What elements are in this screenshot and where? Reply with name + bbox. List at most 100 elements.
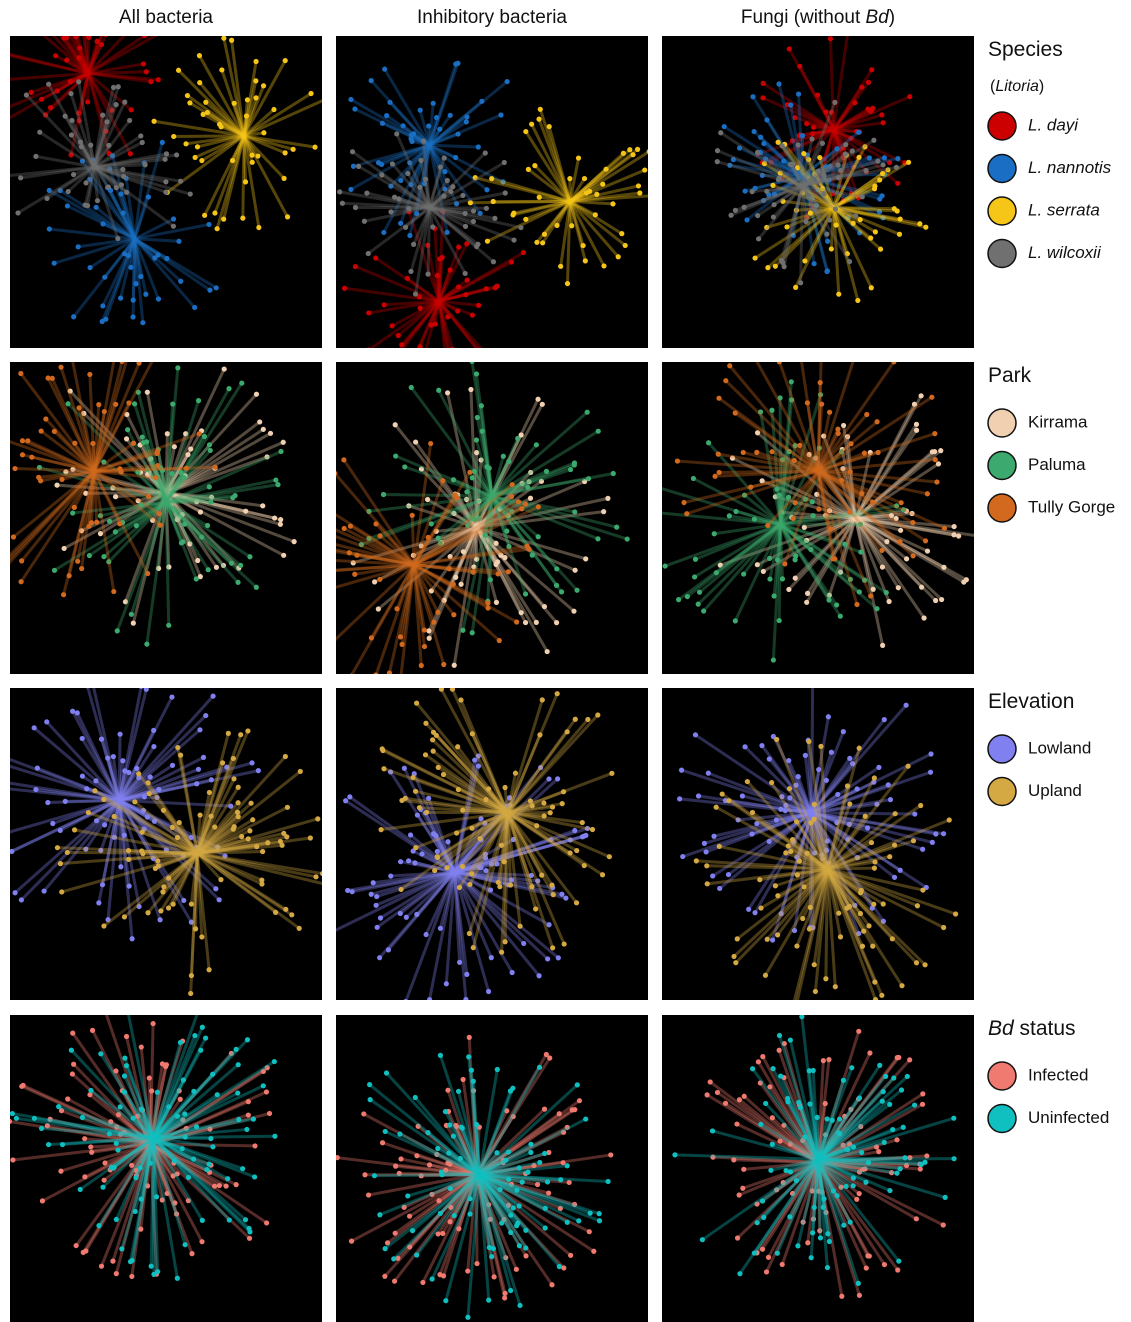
node [845, 836, 851, 842]
edge [569, 192, 598, 203]
node [603, 166, 609, 172]
node [862, 813, 868, 819]
node [57, 187, 63, 194]
node [456, 1226, 462, 1232]
node [509, 482, 515, 488]
node [819, 186, 826, 192]
edge [92, 362, 124, 472]
node [260, 426, 266, 432]
edge [92, 86, 120, 168]
node [880, 162, 886, 168]
node [566, 1179, 572, 1186]
edge [153, 1125, 197, 1140]
edge [195, 853, 211, 970]
node [174, 1113, 181, 1119]
node [828, 109, 835, 115]
edge [19, 372, 96, 473]
edge [147, 473, 168, 495]
edge [507, 804, 533, 815]
edge [378, 143, 431, 165]
node [71, 1061, 77, 1067]
node [31, 725, 37, 731]
edge [132, 1117, 155, 1139]
node [832, 556, 838, 562]
edge [696, 859, 828, 871]
edge [801, 175, 850, 219]
node [534, 239, 540, 245]
edge [475, 525, 576, 572]
node [909, 510, 915, 517]
edge [491, 472, 614, 498]
node [439, 254, 445, 261]
edge [186, 94, 245, 138]
node [429, 1276, 435, 1282]
node [754, 562, 760, 568]
edge [123, 1075, 155, 1139]
node [208, 494, 215, 500]
node [389, 323, 395, 329]
node [462, 210, 468, 217]
edge [42, 36, 89, 75]
edge [507, 811, 610, 859]
node [407, 160, 413, 166]
node [128, 264, 134, 270]
edge [350, 98, 431, 147]
node [221, 366, 227, 372]
edge [479, 1173, 561, 1182]
node [584, 825, 591, 832]
edge [826, 867, 894, 940]
node [100, 221, 106, 227]
node [929, 839, 935, 845]
node [927, 769, 934, 775]
edge [810, 811, 849, 841]
node [776, 1032, 783, 1039]
edge [165, 491, 285, 557]
edge [475, 1173, 565, 1269]
edge [454, 827, 588, 874]
edge [436, 811, 509, 859]
node [505, 513, 511, 519]
node [194, 144, 201, 150]
node [435, 1145, 441, 1152]
node [824, 231, 830, 237]
node [856, 129, 862, 135]
node [179, 511, 185, 518]
edge [103, 1142, 152, 1182]
column-header-part: All bacteria [119, 7, 213, 28]
edge [478, 1174, 522, 1306]
node [446, 566, 452, 572]
node [94, 519, 100, 525]
node [284, 804, 291, 810]
node [772, 263, 778, 269]
node [482, 851, 488, 857]
edge [195, 762, 225, 854]
node [264, 454, 270, 460]
edge [802, 184, 863, 199]
node [559, 891, 565, 897]
node [426, 1162, 433, 1168]
node [721, 123, 727, 130]
edge [80, 737, 121, 802]
node [857, 217, 863, 223]
node [859, 943, 866, 949]
edge [816, 1118, 841, 1160]
legend-swatch [987, 776, 1017, 807]
edge [104, 1142, 151, 1165]
edge [119, 1105, 155, 1139]
edge [118, 799, 217, 890]
node [63, 36, 70, 41]
node [547, 810, 553, 816]
node [281, 830, 287, 836]
edge [817, 1156, 911, 1164]
edge [694, 522, 782, 561]
node [912, 811, 918, 817]
edge [475, 526, 549, 653]
node [231, 824, 237, 830]
node [624, 536, 630, 542]
edge [764, 157, 804, 178]
node [435, 1231, 441, 1237]
edge [816, 1132, 841, 1161]
node [313, 874, 319, 880]
node [434, 848, 440, 855]
node [559, 801, 565, 807]
